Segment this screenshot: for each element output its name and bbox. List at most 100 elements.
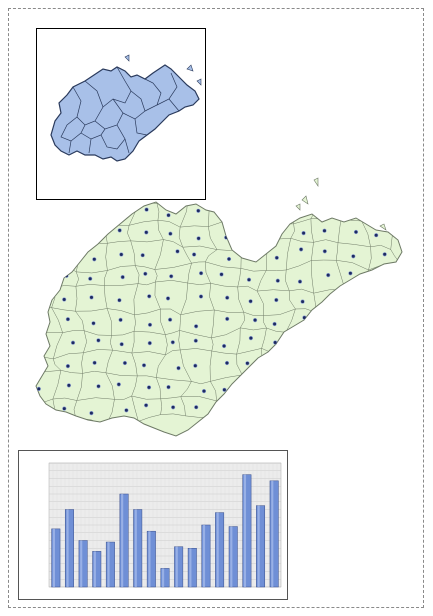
county-border (263, 308, 296, 316)
county-seat-marker (224, 360, 230, 366)
county-seat-marker (383, 207, 388, 213)
county-border (178, 330, 181, 350)
county-border (314, 401, 346, 404)
county-seat-marker (330, 320, 335, 325)
county-border (154, 269, 158, 283)
county-border (336, 202, 342, 218)
bar-highlight (93, 551, 96, 587)
county-border (285, 269, 290, 291)
county-border (131, 351, 166, 356)
county-seat-marker (222, 387, 227, 392)
county-border (155, 280, 188, 284)
county-border (256, 270, 267, 292)
overview-map-frame (36, 28, 206, 200)
county-border (36, 241, 56, 245)
county-border (366, 348, 393, 351)
county-border (337, 196, 375, 199)
county-border (367, 413, 396, 418)
county-seat-marker (65, 317, 70, 322)
county-border (291, 414, 316, 423)
county-seat-marker (41, 361, 46, 366)
county-border (25, 327, 29, 357)
bar (256, 505, 266, 588)
county-border (266, 269, 287, 271)
county-seat-marker (196, 236, 201, 241)
county-border (102, 202, 136, 205)
county-border (52, 415, 76, 419)
bar-highlight (175, 546, 178, 587)
county-border (105, 372, 138, 377)
county-seat-marker (354, 406, 359, 411)
county-border (30, 201, 33, 220)
county-border (208, 202, 213, 227)
county-border (237, 218, 245, 249)
county-seat-marker (248, 336, 253, 341)
county-border (266, 327, 286, 333)
county-border (133, 314, 136, 332)
county-border (368, 313, 396, 317)
bar (228, 526, 238, 588)
county-seat-marker (168, 231, 173, 236)
county-border (311, 326, 316, 355)
county-border (238, 374, 243, 399)
county-border (157, 220, 164, 240)
county-border (131, 352, 138, 376)
bar (146, 530, 156, 588)
county-border (155, 377, 162, 399)
bar (51, 528, 61, 588)
county-border (180, 381, 192, 397)
county-border (390, 249, 400, 262)
county-border (81, 202, 103, 206)
county-border (188, 195, 212, 197)
county-seat-marker (222, 343, 227, 349)
county-border (361, 315, 369, 331)
county-border (133, 283, 139, 315)
county-seat-marker (66, 383, 71, 388)
county-border (264, 202, 266, 221)
county-seat-marker (376, 279, 381, 284)
county-seat-marker (63, 255, 68, 261)
county-border (364, 286, 389, 293)
county-border (51, 307, 76, 312)
county-border (163, 239, 183, 248)
county-border (234, 416, 265, 421)
county-border (234, 398, 239, 421)
county-seat-marker (169, 274, 174, 279)
county-border (36, 219, 52, 229)
county-seat-marker (118, 317, 123, 323)
county-border (290, 223, 295, 239)
county-seat-marker (41, 229, 46, 234)
county-border (107, 308, 135, 316)
county-seat-marker (65, 364, 70, 369)
county-seat-marker (165, 296, 171, 301)
county-seat-marker (351, 320, 356, 325)
county-border (114, 395, 132, 400)
county-seat-marker (299, 247, 304, 252)
county-seat-marker (378, 298, 383, 303)
county-border (211, 415, 235, 421)
overview-district-lines (60, 66, 180, 154)
county-border (105, 243, 108, 271)
county-border (32, 400, 35, 418)
county-border (361, 330, 390, 335)
county-seat-marker (44, 251, 49, 256)
bar (269, 480, 279, 588)
county-seat-marker (89, 411, 94, 416)
county-seat-marker (298, 341, 303, 346)
bar (242, 474, 252, 588)
county-border (211, 327, 241, 339)
county-border (364, 371, 368, 403)
county-seat-marker (298, 367, 303, 372)
county-seat-marker (70, 340, 76, 345)
bar-highlight (121, 494, 124, 587)
county-border (103, 285, 108, 309)
county-border (236, 354, 243, 376)
bar-highlight (134, 509, 137, 587)
county-border (187, 282, 211, 285)
county-border (105, 421, 139, 426)
county-seat-marker (122, 360, 127, 366)
county-border (52, 397, 77, 401)
county-border (313, 312, 317, 327)
county-border (389, 333, 393, 349)
county-border (180, 283, 188, 315)
